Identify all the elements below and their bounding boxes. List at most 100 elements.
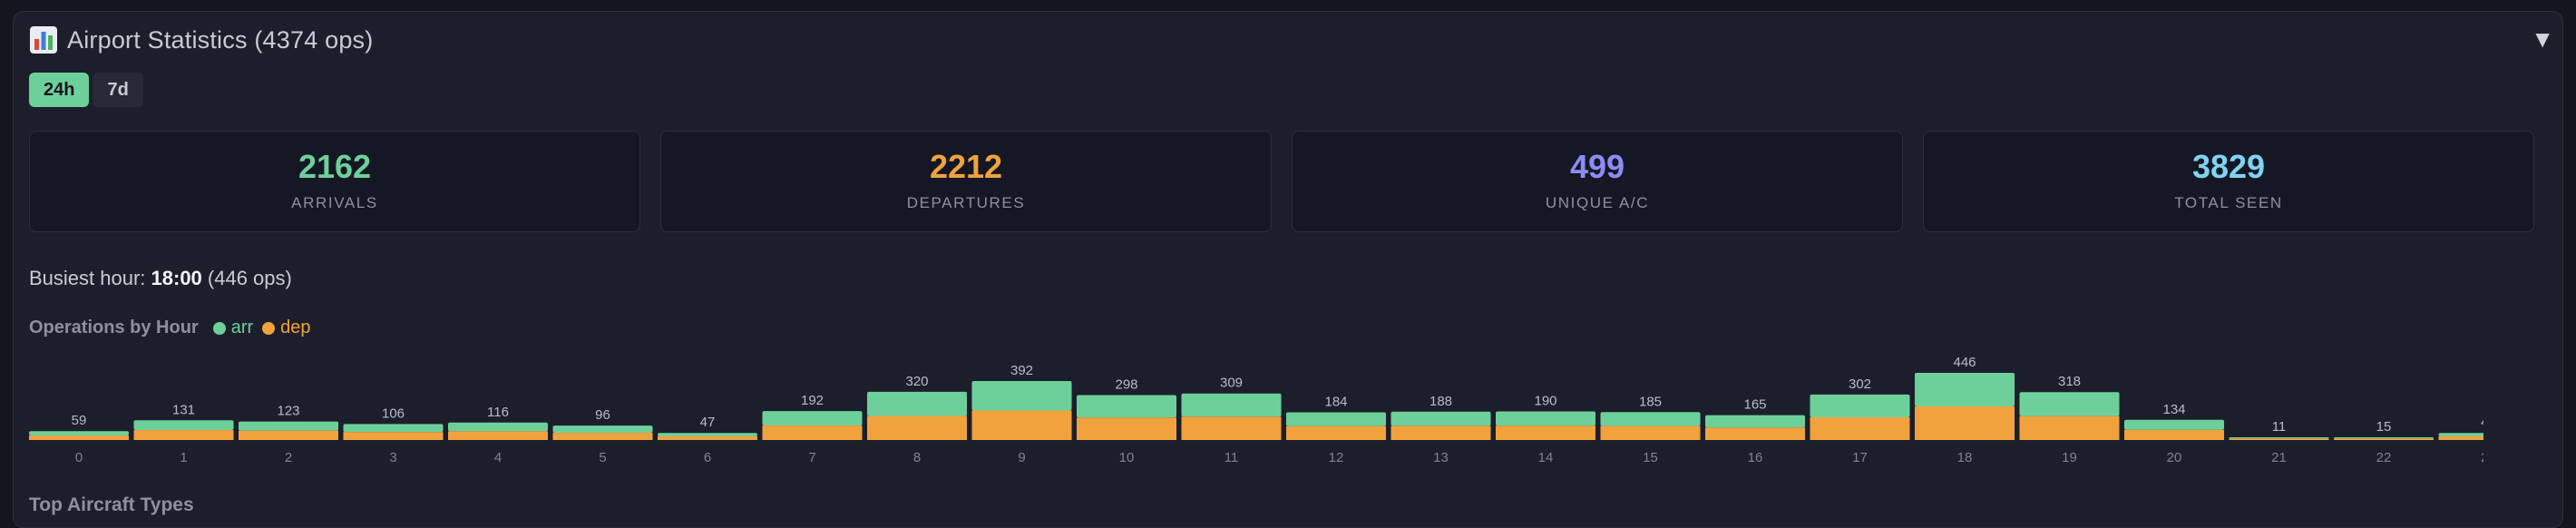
- hour-tick-16: 16: [1748, 450, 1763, 465]
- bar-value-6: 47: [700, 415, 716, 430]
- hour-tick-0: 0: [75, 450, 83, 465]
- arr-bar-10: [1077, 395, 1176, 418]
- hour-tick-6: 6: [704, 450, 711, 465]
- bar-value-22: 15: [2376, 419, 2392, 435]
- arr-bar-7: [762, 411, 863, 426]
- hour-tick-18: 18: [1957, 450, 1973, 465]
- hour-tick-7: 7: [808, 450, 815, 465]
- unique-aircraft-value: 499: [1569, 148, 1625, 185]
- bar-value-1: 131: [172, 402, 195, 417]
- hour-tick-8: 8: [913, 450, 921, 465]
- bar-value-2: 123: [277, 404, 299, 419]
- legend-arr-label: arr: [230, 318, 254, 337]
- dep-bar-0: [29, 435, 129, 440]
- tab-7d[interactable]: 7d: [93, 73, 143, 107]
- dep-bar-8: [867, 416, 967, 440]
- bar-value-11: 309: [1220, 376, 1243, 391]
- bar-value-14: 190: [1534, 393, 1556, 408]
- departures-value: 2212: [929, 148, 1003, 185]
- arr-dot-icon: [212, 321, 226, 335]
- total-seen-label: TOTAL SEEN: [2174, 194, 2283, 211]
- dep-bar-13: [1390, 425, 1491, 440]
- hour-tick-2: 2: [285, 450, 292, 465]
- hour-tick-4: 4: [494, 450, 502, 465]
- bar-value-15: 185: [1639, 394, 1662, 409]
- arr-bar-19: [2019, 392, 2120, 416]
- dep-dot-icon: [262, 321, 276, 335]
- bar-value-5: 96: [595, 407, 610, 423]
- bar-value-0: 59: [72, 413, 87, 428]
- stat-cards: 2162 ARRIVALS 2212 DEPARTURES 499 UNIQUE…: [29, 131, 2534, 232]
- bar-value-3: 106: [382, 406, 405, 421]
- arr-bar-0: [29, 431, 129, 436]
- bar-value-20: 134: [2162, 402, 2185, 417]
- dep-bar-12: [1286, 425, 1386, 440]
- hour-tick-15: 15: [1643, 450, 1658, 465]
- bar-value-23: 47: [2481, 415, 2483, 430]
- hour-tick-19: 19: [2062, 450, 2077, 465]
- hour-tick-23: 23: [2481, 450, 2483, 465]
- panel-header[interactable]: Airport Statistics (4374 ops): [29, 25, 373, 54]
- legend-dep-label: dep: [280, 318, 311, 337]
- arrivals-label: ARRIVALS: [291, 194, 378, 211]
- arr-bar-13: [1390, 411, 1491, 426]
- arr-bar-18: [1915, 373, 2015, 406]
- arr-bar-11: [1181, 393, 1282, 417]
- dep-bar-19: [2019, 416, 2120, 440]
- dep-bar-9: [971, 410, 1072, 440]
- dep-bar-10: [1077, 417, 1176, 440]
- hour-tick-21: 21: [2271, 450, 2287, 465]
- arrivals-value: 2162: [298, 148, 372, 185]
- arr-bar-4: [448, 422, 548, 432]
- dep-bar-2: [239, 430, 338, 440]
- legend-dep: dep: [262, 318, 311, 338]
- hour-tick-12: 12: [1329, 450, 1344, 465]
- dep-bar-16: [1705, 427, 1805, 440]
- bar-value-17: 302: [1849, 376, 1871, 392]
- bar-value-8: 320: [905, 374, 928, 389]
- bar-value-19: 318: [2058, 374, 2081, 389]
- arr-bar-2: [239, 421, 338, 431]
- arr-bar-14: [1496, 411, 1595, 426]
- unique-aircraft-label: UNIQUE A/C: [1545, 194, 1650, 211]
- bar-value-21: 11: [2272, 419, 2287, 435]
- bar-value-13: 188: [1429, 394, 1452, 409]
- busiest-suffix: (446 ops): [201, 267, 292, 289]
- busiest-prefix: Busiest hour:: [29, 267, 151, 289]
- arr-bar-12: [1286, 412, 1386, 426]
- dep-bar-5: [552, 433, 653, 440]
- arr-bar-15: [1600, 412, 1701, 426]
- dep-bar-17: [1810, 416, 1910, 440]
- dep-bar-14: [1496, 425, 1595, 440]
- dep-bar-6: [658, 436, 757, 440]
- hour-tick-5: 5: [599, 450, 606, 465]
- bar-value-16: 165: [1743, 397, 1766, 413]
- bar-value-9: 392: [1010, 363, 1033, 378]
- hour-tick-14: 14: [1538, 450, 1554, 465]
- tab-24h[interactable]: 24h: [29, 73, 90, 107]
- dep-bar-22: [2334, 438, 2434, 440]
- busiest-hour-value: 18:00: [151, 267, 202, 289]
- arr-bar-20: [2124, 419, 2224, 430]
- arr-bar-23: [2438, 433, 2483, 437]
- arrivals-card: 2162 ARRIVALS: [29, 131, 640, 232]
- arr-bar-8: [867, 391, 967, 416]
- dep-bar-23: [2438, 436, 2483, 440]
- bar-value-18: 446: [1953, 355, 1976, 370]
- total-seen-card: 3829 TOTAL SEEN: [1923, 131, 2534, 232]
- arr-bar-9: [971, 380, 1072, 411]
- arr-bar-22: [2334, 437, 2434, 439]
- dep-bar-11: [1181, 416, 1282, 440]
- dep-bar-18: [1915, 406, 2015, 440]
- bar-value-4: 116: [487, 405, 509, 420]
- dep-bar-3: [343, 432, 444, 440]
- bar-value-12: 184: [1324, 394, 1347, 409]
- hour-tick-17: 17: [1852, 450, 1868, 465]
- departures-label: DEPARTURES: [906, 194, 1026, 211]
- collapse-toggle-icon[interactable]: ▼: [2531, 25, 2554, 53]
- airport-stats-panel: [13, 11, 2563, 528]
- bar-chart-icon: [30, 26, 57, 54]
- departures-card: 2212 DEPARTURES: [660, 131, 1272, 232]
- busiest-hour: Busiest hour: 18:00 (446 ops): [29, 267, 292, 290]
- panel-title: Airport Statistics (4374 ops): [67, 25, 374, 54]
